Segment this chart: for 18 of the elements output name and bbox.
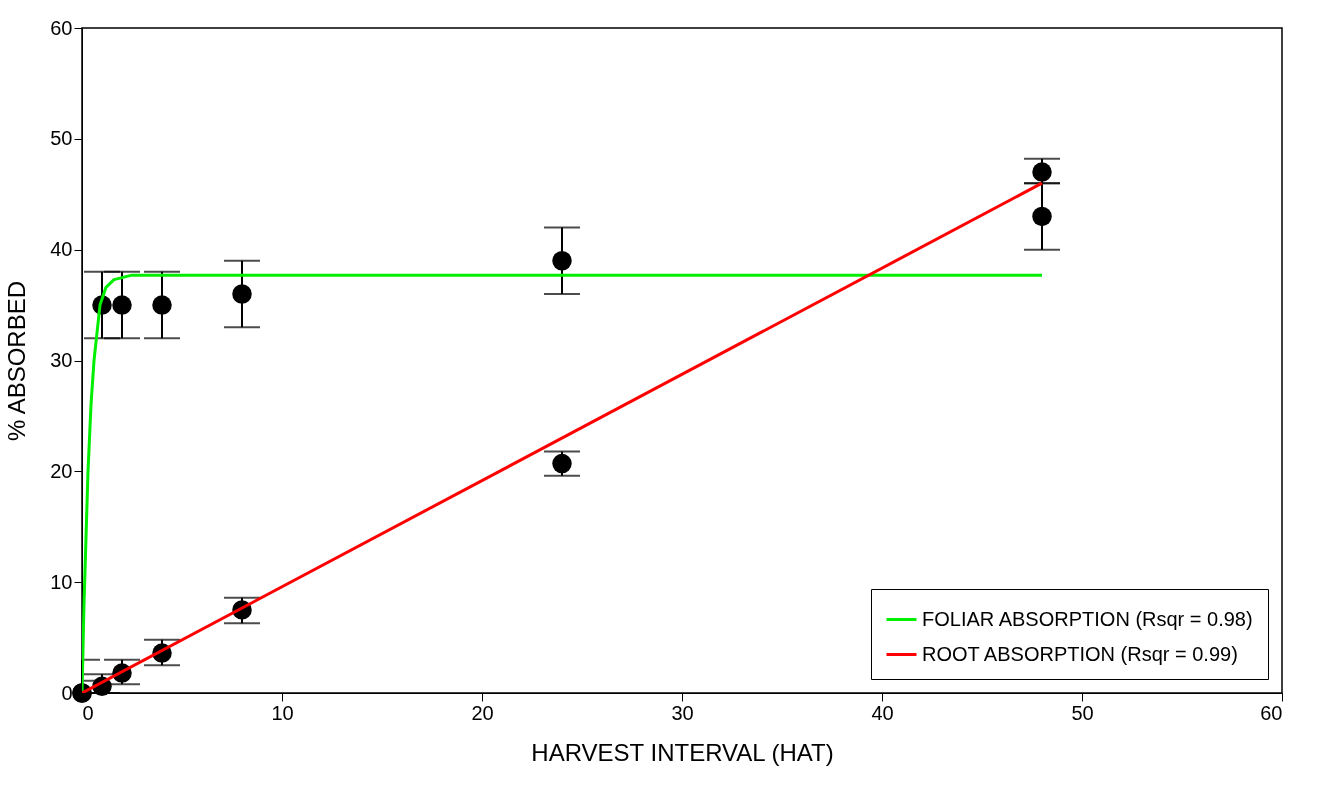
legend-label: ROOT ABSORPTION (Rsqr = 0.99) bbox=[922, 642, 1238, 665]
legend-label: FOLIAR ABSORPTION (Rsqr = 0.98) bbox=[922, 607, 1253, 630]
y-tick-label: 0 bbox=[61, 681, 73, 704]
y-tick-label: 50 bbox=[50, 127, 73, 150]
x-tick-label: 40 bbox=[871, 701, 894, 724]
y-axis-title: % ABSORBED bbox=[3, 280, 31, 442]
x-tick-label: 50 bbox=[1071, 701, 1094, 724]
y-tick-label: 10 bbox=[50, 570, 73, 593]
x-axis-title: HARVEST INTERVAL (HAT) bbox=[531, 738, 834, 766]
x-tick-label: 0 bbox=[82, 701, 94, 724]
y-tick-label: 20 bbox=[50, 459, 73, 482]
y-tick-label: 40 bbox=[50, 238, 73, 261]
x-tick-label: 30 bbox=[671, 701, 694, 724]
y-tick-label: 30 bbox=[50, 349, 73, 371]
x-tick-label: 60 bbox=[1260, 701, 1283, 724]
x-tick-label: 10 bbox=[271, 701, 294, 724]
x-tick-label: 20 bbox=[471, 701, 494, 724]
y-tick-label: 60 bbox=[50, 16, 73, 39]
